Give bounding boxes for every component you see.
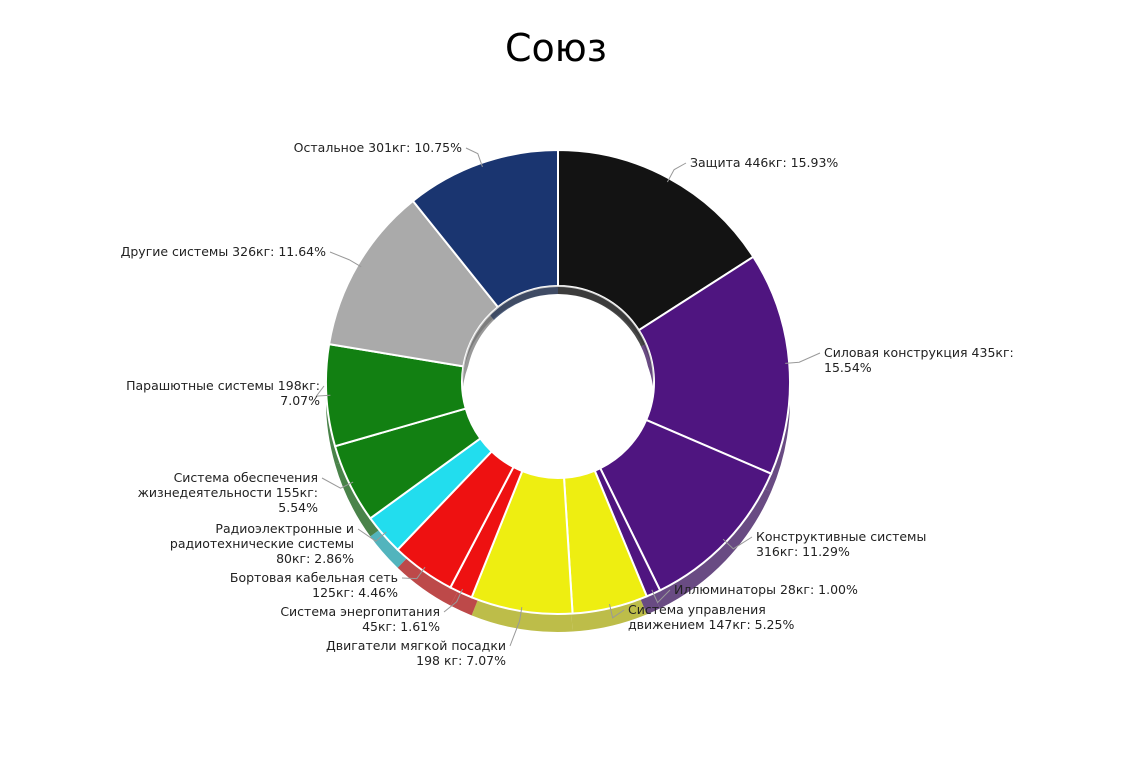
slice-label-line: 198 кг: 7.07% — [416, 653, 506, 668]
leader-line — [722, 536, 753, 550]
slice-label: Иллюминаторы 28кг: 1.00% — [674, 582, 858, 597]
leader-line — [357, 528, 387, 542]
slice-label: Бортовая кабельная сеть 125кг: 4.46% — [230, 570, 398, 600]
slice-label-line: Силовая конструкция 435кг: — [824, 345, 1014, 360]
leader-line — [651, 589, 671, 604]
slice-label-line: движением 147кг: 5.25% — [628, 617, 794, 632]
slice-label-line: 125кг: 4.46% — [312, 585, 398, 600]
slice-label: Радиоэлектронные и радиотехнические систе… — [170, 521, 354, 566]
slice-label-line: 45кг: 1.61% — [362, 619, 440, 634]
slice-label-line: 316кг: 11.29% — [756, 544, 850, 559]
pie-slice[interactable] — [637, 255, 791, 475]
slice-label-line: Остальное 301кг: 10.75% — [294, 140, 462, 155]
slice-label-line: Бортовая кабельная сеть — [230, 570, 398, 585]
pie-slice[interactable] — [327, 199, 500, 368]
slice-label: Система обеспечения жизнедеятельности 155… — [138, 470, 318, 515]
leader-line — [666, 162, 687, 183]
slice-label-line: жизнедеятельности 155кг: — [138, 485, 318, 500]
slice-label-line: Система управления — [628, 602, 766, 617]
slice-label: Система энергопитания 45кг: 1.61% — [280, 604, 440, 634]
donut-hole — [466, 294, 650, 478]
pie-slice[interactable] — [557, 148, 755, 332]
slice-label-line: 5.54% — [278, 500, 318, 515]
slice-label-line: Иллюминаторы 28кг: 1.00% — [674, 582, 858, 597]
leader-line — [401, 566, 426, 580]
slice-label-line: Система обеспечения — [174, 470, 318, 485]
slice-label-line: Парашютные системы 198кг: — [126, 378, 320, 393]
leader-line — [329, 251, 362, 268]
leader-line — [465, 147, 483, 168]
slice-label: Конструктивные системы 316кг: 11.29% — [756, 529, 926, 559]
slice-label-line: радиотехнические системы — [170, 536, 354, 551]
slice-label-line: Двигатели мягкой посадки — [326, 638, 506, 653]
leader-line — [509, 607, 523, 647]
slice-label-line: Защита 446кг: 15.93% — [690, 155, 838, 170]
leader-line — [785, 352, 821, 364]
leader-line — [315, 385, 331, 397]
slice-label-line: 80кг: 2.86% — [276, 551, 354, 566]
slice-label: Защита 446кг: 15.93% — [690, 155, 838, 170]
leader-line — [608, 603, 625, 619]
slice-label: Двигатели мягкой посадки 198 кг: 7.07% — [326, 638, 506, 668]
slice-label-line: Другие системы 326кг: 11.64% — [121, 244, 327, 259]
slice-label: Парашютные системы 198кг: 7.07% — [126, 378, 320, 408]
slice-label-line: Система энергопитания — [280, 604, 440, 619]
slice-label-line: 15.54% — [824, 360, 872, 375]
chart-title: Союз — [505, 26, 607, 70]
pie-slice[interactable] — [411, 148, 559, 309]
slice-label: Остальное 301кг: 10.75% — [294, 140, 462, 155]
slice-label-line: 7.07% — [280, 393, 320, 408]
leader-line — [443, 588, 463, 613]
slice-label: Другие системы 326кг: 11.64% — [121, 244, 327, 259]
slice-label: Система управления движением 147кг: 5.25% — [628, 602, 794, 632]
slice-label-line: Конструктивные системы — [756, 529, 926, 544]
leader-line — [321, 477, 354, 489]
slice-label: Силовая конструкция 435кг: 15.54% — [824, 345, 1014, 375]
slice-label-line: Радиоэлектронные и — [215, 521, 354, 536]
